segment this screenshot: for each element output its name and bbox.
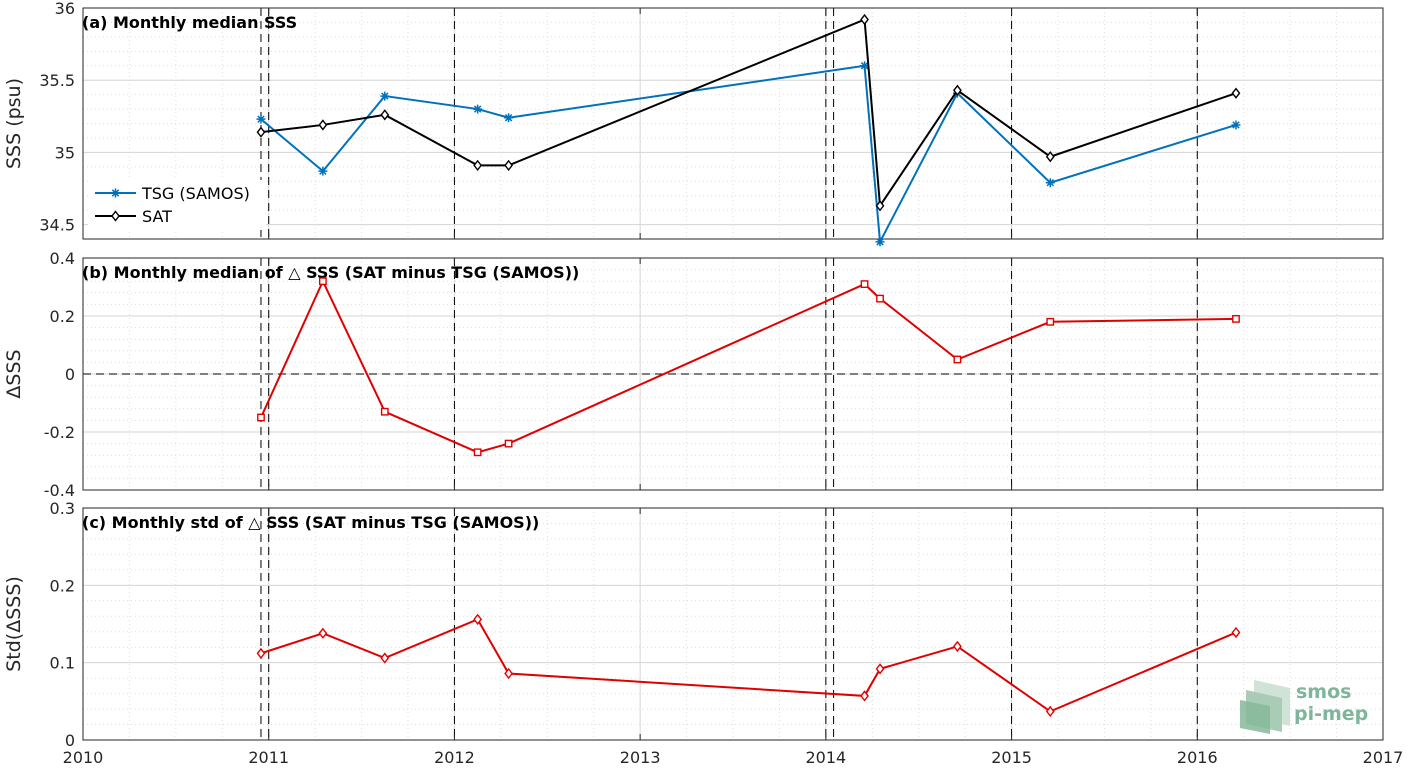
data-point	[1045, 151, 1055, 163]
y-tick-label: 0.3	[50, 499, 75, 518]
legend-label: TSG (SAMOS)	[141, 184, 250, 203]
data-point	[953, 355, 962, 364]
data-point	[876, 294, 884, 303]
axes-box	[82, 507, 1384, 741]
legend-box	[88, 180, 266, 230]
data-point	[504, 667, 513, 680]
data-point	[504, 113, 514, 123]
y-tick-label: -0.2	[44, 423, 75, 442]
data-point	[256, 114, 266, 124]
data-point	[1046, 317, 1055, 326]
data-point	[1232, 315, 1240, 323]
smos-pimep-logo: smos pi-mep	[1240, 680, 1368, 734]
data-point	[875, 663, 885, 675]
data-point	[256, 126, 266, 138]
logo-mark-front	[1240, 700, 1270, 734]
y-tick-label: 36	[55, 0, 75, 18]
data-point	[473, 448, 482, 457]
legend-label: SAT	[142, 207, 172, 226]
data-point	[860, 690, 869, 702]
y-tick-label: 0.4	[50, 249, 75, 268]
panel-title: (c) Monthly std of △ SSS (SAT minus TSG …	[82, 513, 539, 532]
data-point	[318, 277, 327, 286]
axes-box	[82, 7, 1384, 240]
logo-text-pimep: pi-mep	[1294, 703, 1368, 725]
data-point	[953, 84, 962, 96]
panel-a: 34.5 35 35.5 36 SSS (psu) (a) Monthly median …	[3, 0, 1384, 247]
x-tick-label: 2011	[248, 748, 289, 767]
data-point	[1231, 626, 1241, 639]
data-point	[1231, 87, 1241, 99]
series-line	[260, 278, 1236, 454]
data-point	[1231, 120, 1241, 130]
data-point	[473, 159, 483, 172]
data-point	[875, 237, 885, 247]
data-point	[318, 119, 328, 131]
logo-text-smos: smos	[1296, 681, 1351, 703]
data-point	[860, 13, 869, 26]
legend: TSG (SAMOS) SAT	[88, 180, 266, 230]
x-tick-label: 2014	[805, 748, 846, 767]
series-delta-sss	[257, 277, 1240, 457]
y-tick-label: 34.5	[39, 216, 75, 235]
panel-c: 0 0.1 0.2 0.3 Std(ΔSSS) (c) Monthly std of △ …	[3, 499, 1384, 750]
data-point	[473, 104, 483, 114]
data-point	[1045, 705, 1055, 718]
data-point	[380, 407, 389, 416]
y-tick-label: -0.4	[44, 481, 75, 500]
x-tick-label: 2012	[434, 748, 475, 767]
y-tick-label: 0	[65, 731, 75, 750]
data-point	[953, 640, 962, 653]
y-tick-label: 0.2	[50, 576, 75, 595]
x-tick-label: 2016	[1177, 748, 1218, 767]
series-line	[260, 64, 1237, 246]
data-point	[318, 627, 328, 639]
data-point	[318, 166, 328, 176]
y-tick-label: 0	[65, 365, 75, 384]
series-line	[260, 18, 1237, 209]
data-point	[380, 652, 390, 664]
x-tick-label: 2017	[1363, 748, 1404, 767]
y-tick-label: 0.2	[50, 307, 75, 326]
y-tick-label: 35	[55, 143, 75, 162]
data-point	[380, 91, 390, 101]
y-axis-label: SSS (psu)	[3, 78, 25, 169]
panel-title: (b) Monthly median of △ SSS (SAT minus T…	[82, 263, 579, 282]
data-point	[860, 61, 870, 71]
data-point	[473, 613, 483, 626]
axes-box	[82, 257, 1384, 491]
data-point	[111, 188, 120, 198]
x-tick-label: 2010	[63, 748, 104, 767]
y-axis-label: ΔSSS	[3, 349, 25, 398]
series-delta-sss	[256, 613, 1241, 718]
panel-title: (a) Monthly median SSS	[82, 13, 297, 32]
data-point	[860, 280, 869, 288]
panel-b: -0.4 -0.2 0 0.2 0.4 ΔSSS (b) Monthly median of…	[3, 249, 1384, 500]
data-point	[504, 439, 513, 448]
series-sat	[256, 13, 1241, 212]
data-point	[875, 200, 885, 212]
x-tick-label: 2015	[991, 748, 1032, 767]
data-point	[257, 413, 265, 422]
data-point	[111, 210, 120, 222]
x-tick-labels: 2010 2011 2012 2013 2014 2015 2016 2017	[63, 748, 1404, 767]
data-point	[380, 109, 390, 121]
y-axis-label: Std(ΔSSS)	[3, 576, 25, 672]
data-point	[504, 159, 513, 172]
series-line	[260, 618, 1237, 713]
y-tick-label: 0.1	[50, 654, 75, 673]
y-tick-label: 35.5	[39, 71, 75, 90]
x-tick-label: 2013	[620, 748, 661, 767]
data-point	[256, 647, 266, 660]
panels-layer: 34.5 35 35.5 36 SSS (psu) (a) Monthly median …	[3, 0, 1384, 750]
series-tsg-samos	[256, 61, 1241, 247]
data-point	[1045, 178, 1055, 188]
